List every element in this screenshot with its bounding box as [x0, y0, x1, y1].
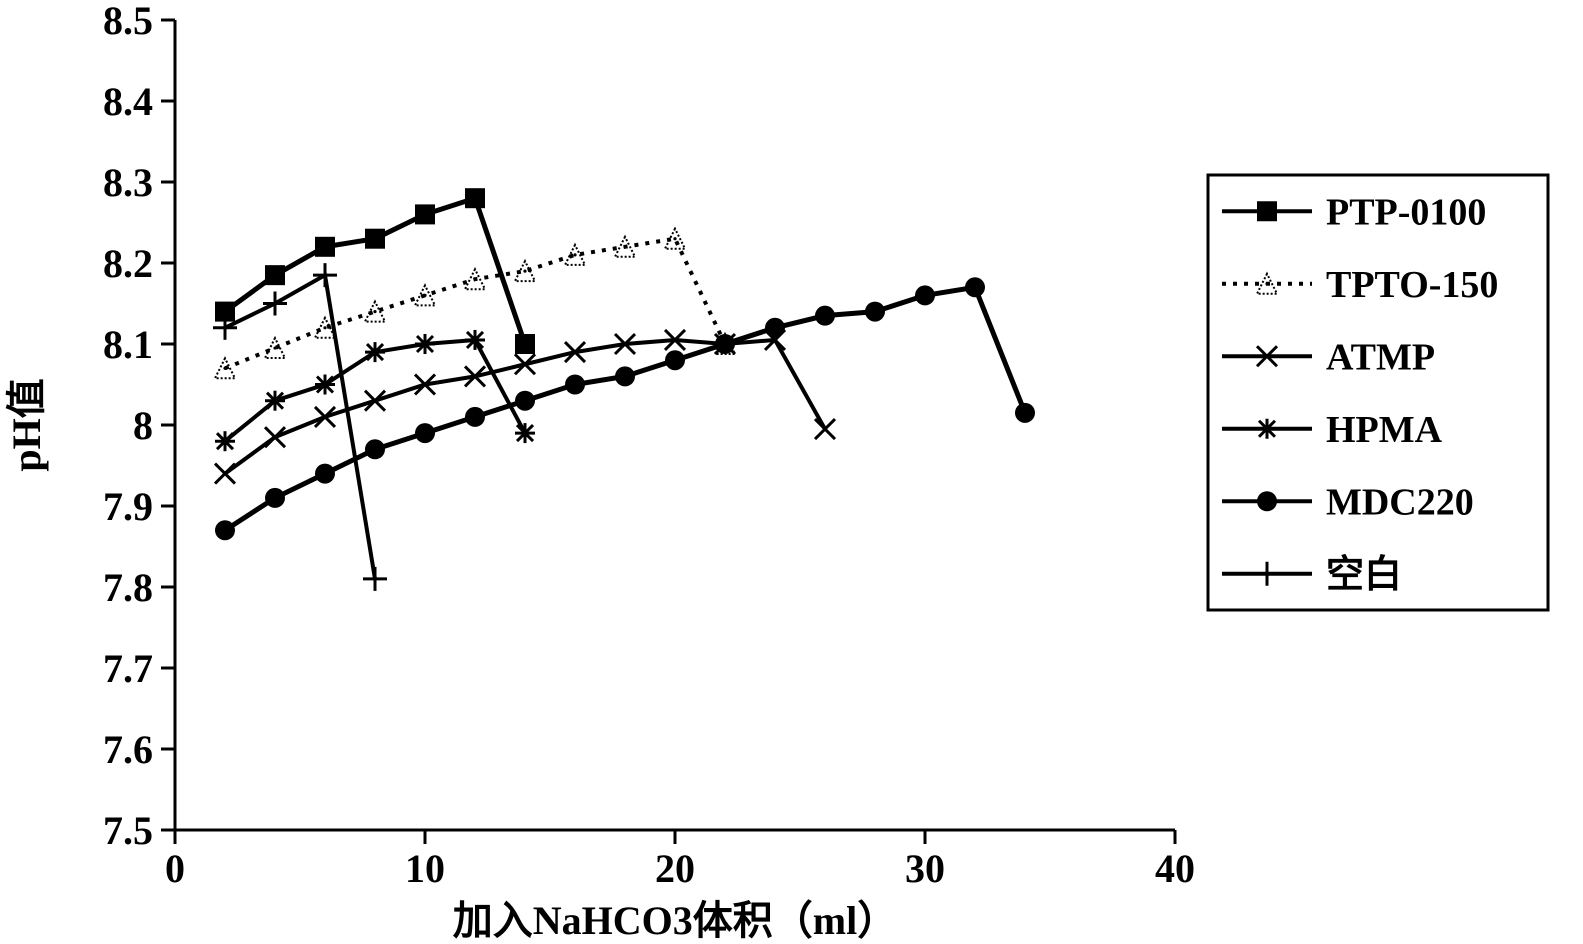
circle-filled-marker [615, 366, 635, 386]
y-tick-label: 7.7 [103, 646, 153, 691]
circle-filled-marker [665, 350, 685, 370]
circle-filled-marker [415, 423, 435, 443]
circle-filled-marker [265, 488, 285, 508]
square-filled-marker [365, 229, 385, 249]
circle-filled-marker [965, 277, 985, 297]
circle-filled-marker [715, 334, 735, 354]
circle-filled-marker [915, 285, 935, 305]
series-TPTO-150 [215, 229, 735, 379]
chart-container: 7.5 7.6 7.7 7.8 7.9 8 8.1 8.2 8.3 8.4 8.5 0 10 20 30 40… [0, 0, 1583, 944]
series-PTP-0100 [215, 188, 535, 354]
circle-filled-marker [565, 375, 585, 395]
legend-label: HPMA [1326, 409, 1443, 451]
circle-filled-marker [765, 318, 785, 338]
circle-filled-marker [215, 520, 235, 540]
series-HPMA [215, 330, 535, 451]
x-tick-label: 30 [905, 846, 945, 891]
square-filled-marker [1257, 201, 1277, 221]
line-chart: 7.5 7.6 7.7 7.8 7.9 8 8.1 8.2 8.3 8.4 8.5 0 10 20 30 40… [0, 0, 1583, 944]
y-tick-label: 8 [133, 403, 153, 448]
circle-filled-marker [315, 464, 335, 484]
y-tick-label: 8.3 [103, 160, 153, 205]
y-tick-label: 7.6 [103, 727, 153, 772]
y-tick-label: 8.5 [103, 0, 153, 43]
legend-label: ATMP [1326, 336, 1435, 378]
square-filled-marker [515, 334, 535, 354]
legend-label: PTP-0100 [1326, 191, 1486, 233]
y-tick-label: 7.5 [103, 808, 153, 853]
legend-label: 空白 [1326, 554, 1402, 596]
legend-label: MDC220 [1326, 481, 1474, 523]
y-tick-label: 7.9 [103, 484, 153, 529]
legend-label: TPTO-150 [1326, 264, 1498, 306]
circle-filled-marker [465, 407, 485, 427]
x-tick-label: 0 [165, 846, 185, 891]
square-filled-marker [415, 204, 435, 224]
x-axis-label: 加入NaHCO3体积（ml） [453, 898, 897, 943]
circle-filled-marker [865, 302, 885, 322]
y-tick-label: 7.8 [103, 565, 153, 610]
y-axis-label: pH值 [4, 378, 49, 471]
square-filled-marker [465, 188, 485, 208]
circle-filled-marker [815, 306, 835, 326]
legend: PTP-0100 TPTO-150 ATMP HPMA MDC220 空白 [1208, 175, 1548, 610]
circle-filled-marker [515, 391, 535, 411]
square-filled-marker [265, 265, 285, 285]
y-tick-label: 8.4 [103, 79, 153, 124]
circle-filled-marker [365, 439, 385, 459]
y-tick-label: 8.1 [103, 322, 153, 367]
square-filled-marker [315, 237, 335, 257]
x-tick-label: 10 [405, 846, 445, 891]
legend-box [1208, 175, 1548, 610]
y-tick-label: 8.2 [103, 241, 153, 286]
series-MDC220 [215, 277, 1035, 540]
circle-filled-marker [1257, 491, 1277, 511]
x-tick-label: 40 [1155, 846, 1195, 891]
circle-filled-marker [1015, 403, 1035, 423]
x-tick-label: 20 [655, 846, 695, 891]
